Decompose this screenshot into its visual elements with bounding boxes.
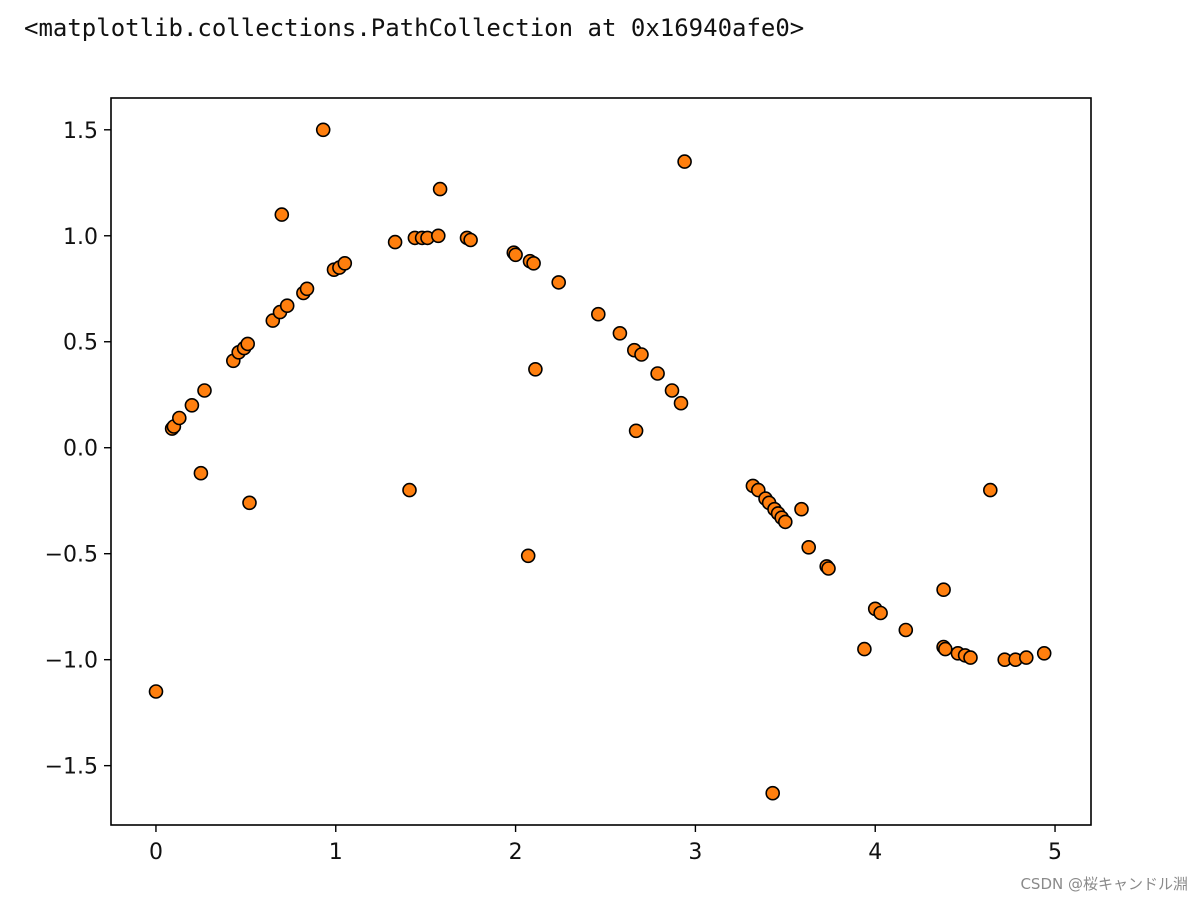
scatter-point-22 (387, 234, 403, 250)
scatter-point-39 (612, 325, 628, 341)
scatter-point-42 (634, 347, 649, 362)
scatter-point-41 (628, 423, 644, 439)
scatter-point-51 (765, 785, 781, 801)
scatter-point-32 (508, 247, 523, 263)
scatter-point-73 (1019, 650, 1034, 665)
scatter-point-18 (315, 122, 331, 138)
scatter-point-27 (430, 228, 446, 244)
scatter-point-10 (240, 336, 255, 352)
y-tick-label: 0.5 (63, 331, 98, 356)
scatter-point-43 (650, 366, 665, 381)
y-tick-label: 1.0 (63, 225, 98, 250)
scatter-point-44 (664, 383, 680, 398)
scatter-point-33 (520, 548, 536, 564)
scatter-point-17 (299, 281, 315, 297)
x-tick-label: 2 (509, 840, 523, 865)
scatter-point-15 (279, 298, 295, 314)
scatter-point-6 (197, 383, 212, 398)
x-axis: 0 1 2 3 4 5 (149, 825, 1062, 865)
scatter-point-14 (274, 207, 290, 222)
scatter-point-62 (873, 605, 888, 621)
cell-output-text: <matplotlib.collections.PathCollection a… (24, 14, 805, 42)
y-tick-label: −1.0 (45, 649, 98, 674)
scatter-point-5 (193, 465, 209, 481)
scatter-point-60 (857, 641, 872, 657)
scatter-points (148, 122, 1052, 801)
scatter-point-63 (898, 622, 914, 638)
x-tick-label: 3 (688, 840, 702, 865)
axes-frame (110, 97, 1092, 826)
scatter-point-46 (677, 154, 692, 169)
watermark: CSDN @桜キャンドル淵 (1020, 875, 1188, 893)
scatter-point-64 (936, 582, 951, 598)
scatter-point-45 (673, 395, 689, 411)
scatter-point-59 (821, 561, 836, 576)
scatter-point-70 (982, 482, 998, 498)
y-tick-label: −1.5 (45, 755, 98, 780)
scatter-point-23 (402, 482, 417, 498)
y-tick-label: −0.5 (45, 543, 98, 568)
scatter-point-37 (551, 275, 567, 290)
scatter-point-4 (184, 397, 200, 413)
scatter-point-38 (590, 306, 606, 322)
scatter-point-21 (337, 255, 353, 271)
scatter-point-55 (777, 514, 793, 530)
x-tick-label: 0 (149, 840, 163, 865)
scatter-point-30 (463, 232, 478, 248)
scatter-point-69 (963, 650, 978, 665)
scatter-point-36 (528, 361, 543, 377)
x-tick-label: 5 (1048, 840, 1062, 865)
y-tick-label: 0.0 (63, 437, 98, 462)
y-tick-label: 1.5 (63, 119, 98, 144)
scatter-point-56 (794, 501, 809, 517)
scatter-point-66 (937, 641, 953, 657)
scatter-point-28 (432, 181, 448, 197)
y-axis: 1.5 1.0 0.5 0.0 −0.5 −1.0 −1.5 (45, 119, 111, 780)
scatter-point-57 (801, 539, 817, 555)
scatter-point-0 (148, 684, 164, 699)
scatter-point-35 (526, 255, 541, 271)
scatter-point-74 (1036, 645, 1052, 661)
x-tick-label: 4 (868, 840, 882, 865)
scatter-point-11 (242, 495, 257, 511)
scatter-point-3 (172, 410, 187, 426)
x-tick-label: 1 (329, 840, 343, 865)
